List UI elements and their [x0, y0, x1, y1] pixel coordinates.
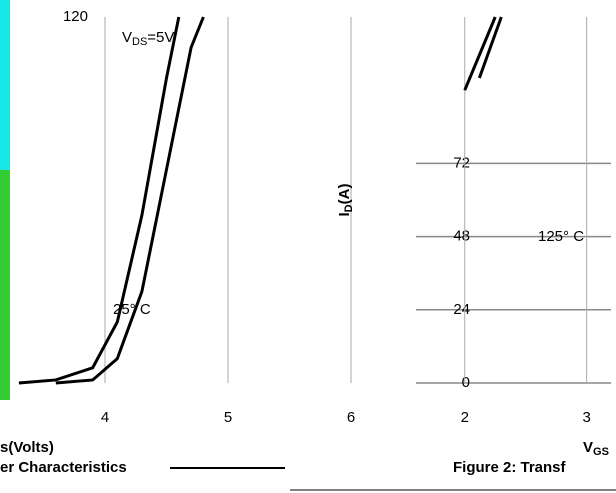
edge-strip — [0, 0, 10, 170]
x-axis-label: s(Volts) — [0, 439, 54, 456]
figure-caption: er Characteristics — [0, 459, 127, 476]
annotation-sub: DS — [132, 36, 147, 48]
x-axis-label-main: s(Volts) — [0, 439, 54, 456]
x-tick-label: 2 — [461, 409, 469, 426]
y-axis-label-rest: (A) — [336, 184, 353, 205]
x-tick-label: 5 — [224, 409, 232, 426]
annotation: 125° C — [538, 228, 584, 245]
series-line — [55, 16, 205, 385]
y-axis-label-main: I — [336, 212, 353, 216]
x-tick-label: 4 — [101, 409, 109, 426]
x-tick-label: 6 — [347, 409, 355, 426]
edge-strip — [0, 170, 10, 400]
annotation-main: 125° C — [538, 228, 584, 245]
series-line — [477, 16, 503, 79]
annotation-main: V — [122, 29, 132, 46]
x-axis-label: VGS — [583, 439, 609, 458]
series-line — [18, 16, 181, 385]
y-tick-label: 72 — [453, 154, 470, 171]
y-tick-label: 120 — [63, 8, 88, 25]
x-tick-label: 3 — [582, 409, 590, 426]
x-axis-label-main: V — [583, 439, 593, 456]
series-line — [463, 16, 497, 91]
annotation-main: 25° C — [113, 301, 151, 318]
y-tick-label: 24 — [453, 301, 470, 318]
annotation-rest: =5V — [147, 29, 174, 46]
annotation: 25° C — [113, 301, 151, 318]
x-axis-label-sub: GS — [593, 446, 609, 458]
y-axis-label: ID(A) — [336, 184, 355, 217]
y-tick-label: 0 — [462, 374, 470, 391]
y-axis-label-sub: D — [343, 204, 355, 212]
figure-caption: Figure 2: Transf — [453, 459, 567, 476]
annotation: VDS=5V — [122, 29, 174, 48]
y-tick-label: 48 — [453, 228, 470, 245]
